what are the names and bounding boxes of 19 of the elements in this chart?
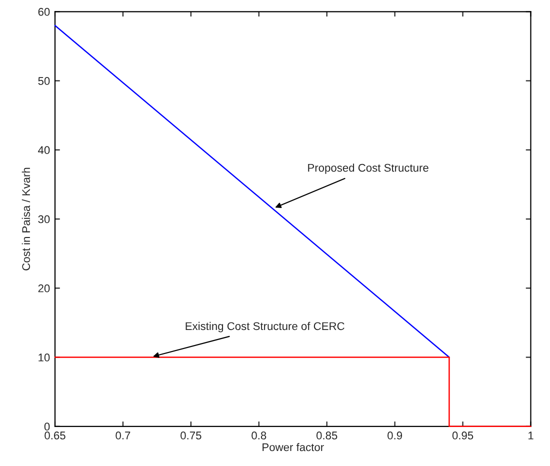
y-tick-label: 60 [38,8,50,16]
x-tick-label: 0.8 [252,432,266,440]
annotation: Existing Cost Structure of CERC [186,322,344,332]
y-tick-label: 20 [38,284,50,292]
y-axis-title: Cost in Paisa / Kvarh [22,168,30,270]
annotation: Proposed Cost Structure [308,164,428,174]
y-tick-label: 10 [38,354,50,362]
x-tick-label: 1 [528,432,534,440]
y-tick-label: 50 [38,77,50,85]
y-tick-label: 0 [44,422,50,431]
x-tick-label: 0.9 [388,432,402,440]
x-tick-label: 0.95 [452,432,474,440]
x-tick-label: 0.75 [180,432,202,440]
y-tick-label: 30 [38,215,50,224]
x-tick-label: 0.85 [316,432,338,440]
x-axis-title: Power factor [262,443,324,452]
x-tick-label: 0.65 [44,432,66,440]
y-tick-label: 40 [38,146,50,154]
x-tick-label: 0.7 [116,432,130,440]
